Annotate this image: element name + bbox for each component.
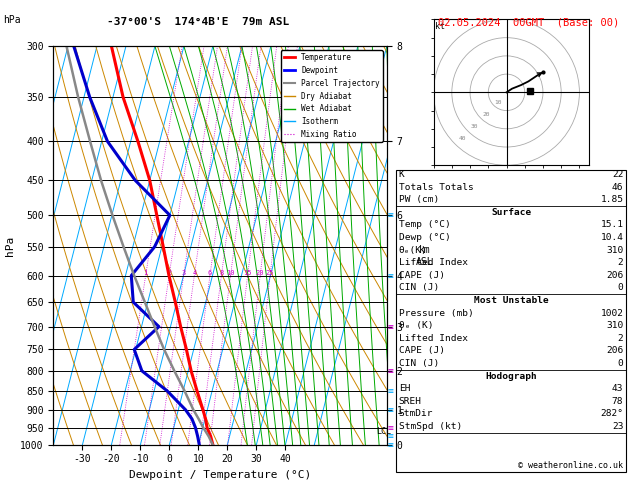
Text: 1002: 1002 — [600, 309, 623, 318]
Text: kt: kt — [435, 22, 445, 31]
Text: 10: 10 — [494, 100, 502, 105]
Text: ≡: ≡ — [388, 405, 394, 415]
Text: CAPE (J): CAPE (J) — [399, 347, 445, 355]
Text: ≡: ≡ — [388, 386, 394, 396]
Text: 15: 15 — [243, 270, 252, 276]
Text: hPa: hPa — [3, 15, 21, 25]
Text: 40: 40 — [459, 136, 467, 141]
Text: 3: 3 — [182, 270, 186, 276]
Text: Hodograph: Hodograph — [485, 372, 537, 381]
Text: Temp (°C): Temp (°C) — [399, 221, 450, 229]
Text: 10: 10 — [226, 270, 235, 276]
Legend: Temperature, Dewpoint, Parcel Trajectory, Dry Adiabat, Wet Adiabat, Isotherm, Mi: Temperature, Dewpoint, Parcel Trajectory… — [281, 50, 383, 142]
Text: Totals Totals: Totals Totals — [399, 183, 474, 191]
Text: ≡: ≡ — [388, 366, 394, 376]
Text: Lifted Index: Lifted Index — [399, 334, 468, 343]
Text: 30: 30 — [471, 124, 479, 129]
Text: ≡: ≡ — [388, 440, 394, 450]
Text: 310: 310 — [606, 321, 623, 330]
Text: 2: 2 — [167, 270, 171, 276]
Text: 4: 4 — [192, 270, 196, 276]
Text: CIN (J): CIN (J) — [399, 359, 439, 368]
Text: CIN (J): CIN (J) — [399, 283, 439, 293]
Text: ≡: ≡ — [388, 322, 394, 331]
Text: StmDir: StmDir — [399, 409, 433, 418]
Text: 15.1: 15.1 — [600, 221, 623, 229]
Text: PW (cm): PW (cm) — [399, 195, 439, 204]
Text: 10.4: 10.4 — [600, 233, 623, 242]
Text: 46: 46 — [612, 183, 623, 191]
Text: 2: 2 — [618, 334, 623, 343]
Text: Surface: Surface — [491, 208, 531, 217]
Text: 1: 1 — [143, 270, 148, 276]
Text: Dewp (°C): Dewp (°C) — [399, 233, 450, 242]
Text: 02.05.2024  00GMT  (Base: 00): 02.05.2024 00GMT (Base: 00) — [438, 17, 620, 27]
Text: 0: 0 — [618, 359, 623, 368]
Text: StmSpd (kt): StmSpd (kt) — [399, 422, 462, 431]
Text: LCL: LCL — [376, 427, 391, 435]
Text: 2: 2 — [618, 258, 623, 267]
Text: ≡: ≡ — [388, 210, 394, 220]
Text: Most Unstable: Most Unstable — [474, 296, 548, 305]
Text: CAPE (J): CAPE (J) — [399, 271, 445, 280]
Text: 206: 206 — [606, 347, 623, 355]
Text: 43: 43 — [612, 384, 623, 393]
Text: 6: 6 — [208, 270, 212, 276]
Y-axis label: hPa: hPa — [4, 235, 14, 256]
Text: 206: 206 — [606, 271, 623, 280]
Text: ≡: ≡ — [388, 271, 394, 280]
Y-axis label: km
ASL: km ASL — [416, 245, 433, 267]
Text: © weatheronline.co.uk: © weatheronline.co.uk — [518, 461, 623, 470]
Text: EH: EH — [399, 384, 410, 393]
Text: Pressure (mb): Pressure (mb) — [399, 309, 474, 318]
Text: 0: 0 — [618, 283, 623, 293]
Text: ≡: ≡ — [388, 423, 394, 433]
Text: Lifted Index: Lifted Index — [399, 258, 468, 267]
Text: 25: 25 — [266, 270, 274, 276]
Text: 1.85: 1.85 — [600, 195, 623, 204]
Text: 310: 310 — [606, 246, 623, 255]
Text: 22: 22 — [612, 170, 623, 179]
Text: 23: 23 — [612, 422, 623, 431]
Text: θₑ(K): θₑ(K) — [399, 246, 428, 255]
Text: SREH: SREH — [399, 397, 422, 406]
Text: 20: 20 — [256, 270, 264, 276]
Text: 78: 78 — [612, 397, 623, 406]
Text: -37°00'S  174°4B'E  79m ASL: -37°00'S 174°4B'E 79m ASL — [107, 17, 289, 27]
Text: 8: 8 — [220, 270, 223, 276]
Text: K: K — [399, 170, 404, 179]
Text: θₑ (K): θₑ (K) — [399, 321, 433, 330]
Text: 20: 20 — [483, 112, 491, 117]
Text: ≡: ≡ — [388, 431, 394, 441]
Text: 282°: 282° — [600, 409, 623, 418]
X-axis label: Dewpoint / Temperature (°C): Dewpoint / Temperature (°C) — [129, 470, 311, 480]
